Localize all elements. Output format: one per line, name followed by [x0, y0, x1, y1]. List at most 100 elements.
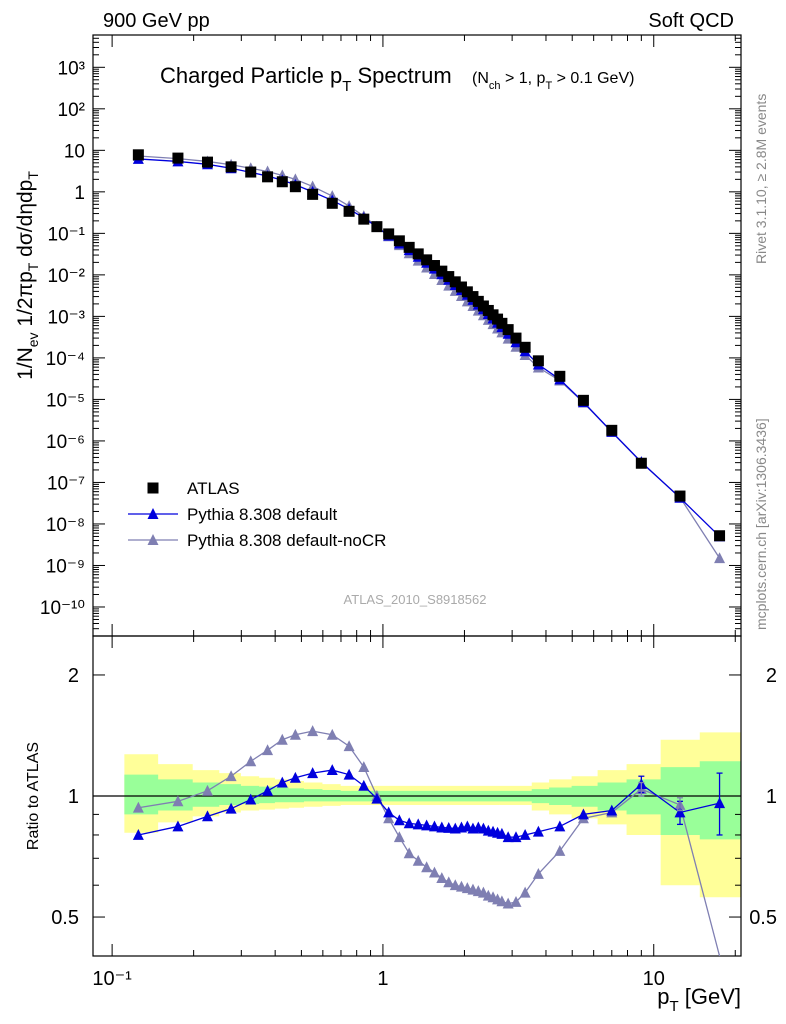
y-tick-label: 10⁻¹⁰	[40, 598, 85, 619]
data-point-atlas	[502, 324, 514, 336]
data-point-nocr	[714, 552, 726, 564]
ratio-point-nocr	[510, 896, 522, 907]
data-point-atlas	[172, 152, 184, 164]
ratio-point-nocr	[172, 795, 184, 807]
legend-marker-default	[147, 508, 159, 519]
ratio-point-default	[262, 784, 274, 796]
green-uncertainty-band	[124, 761, 742, 840]
data-point-atlas	[307, 188, 319, 200]
analysis-watermark: ATLAS_2010_S8918562	[344, 592, 487, 607]
ratio-point-nocr	[502, 897, 514, 909]
ratio-point-nocr	[554, 845, 566, 856]
data-point-atlas	[519, 341, 531, 353]
data-point-atlas	[262, 171, 274, 183]
ratio-point-default	[403, 817, 415, 829]
main-y-axis-label: 1/Nev 1/2πpT dσ/dηdpT	[14, 171, 41, 380]
x-tick-label: 10	[643, 968, 665, 990]
data-point-atlas	[343, 205, 355, 217]
ratio-point-default	[276, 776, 288, 788]
ratio-y-tick-label: 1	[68, 786, 79, 808]
data-point-atlas	[635, 457, 647, 469]
data-point-atlas	[383, 228, 395, 240]
y-tick-label: 1	[74, 183, 85, 204]
data-point-atlas	[577, 394, 589, 406]
ratio-point-default	[358, 779, 370, 791]
x-axis-label: pT [GeV]	[657, 984, 741, 1015]
ratio-point-nocr	[436, 872, 448, 884]
ratio-point-nocr	[289, 728, 301, 740]
y-tick-label: 10³	[58, 58, 85, 79]
ratio-point-nocr	[307, 725, 319, 737]
y-tick-label: 10⁻⁴	[46, 349, 85, 370]
data-point-atlas	[449, 276, 461, 288]
header-right: Soft QCD	[648, 10, 734, 32]
y-tick-label: 10⁻⁷	[47, 473, 85, 494]
ratio-point-default	[289, 771, 301, 783]
data-point-atlas	[510, 332, 522, 344]
chart-title: Charged Particle pT Spectrum	[160, 63, 452, 95]
ratio-point-nocr	[428, 866, 440, 878]
ratio-point-default	[436, 821, 448, 833]
data-point-atlas	[403, 241, 415, 253]
data-point-atlas	[132, 149, 144, 161]
data-point-atlas	[201, 156, 213, 168]
ratio-y-axis-label: Ratio to ATLAS	[25, 742, 42, 850]
ratio-point-nocr	[443, 876, 455, 888]
data-point-atlas	[245, 166, 257, 178]
x-tick-label: 10⁻¹	[92, 968, 132, 990]
y-tick-label: 10⁻⁵	[46, 390, 85, 411]
ratio-point-nocr	[343, 740, 355, 752]
legend-marker-atlas	[147, 482, 159, 494]
data-point-atlas	[276, 176, 288, 188]
ratio-point-default	[502, 831, 514, 843]
ratio-point-default	[307, 767, 319, 779]
ratio-point-default	[326, 764, 338, 776]
data-point-atlas	[455, 281, 467, 293]
ratio-y-tick-label: 2	[68, 665, 79, 687]
ratio-point-default	[245, 793, 257, 805]
data-point-atlas	[358, 213, 370, 225]
ratio-point-nocr	[519, 886, 531, 898]
ratio-point-nocr	[393, 831, 405, 843]
data-point-atlas	[436, 265, 448, 277]
data-point-atlas	[496, 317, 508, 329]
x-tick-label: 1	[377, 968, 388, 990]
ratio-point-nocr	[326, 728, 338, 740]
y-tick-label: 10⁻⁹	[46, 556, 85, 577]
ratio-y-tick-label: 0.5	[51, 907, 79, 929]
ratio-y-tick-label-right: 1	[766, 786, 777, 808]
y-tick-label: 10⁻²	[48, 266, 86, 287]
ratio-point-nocr	[245, 755, 257, 767]
ratio-point-default	[343, 768, 355, 780]
ratio-point-default	[606, 804, 618, 816]
ratio-point-nocr	[403, 847, 415, 859]
ratio-point-nocr	[225, 770, 237, 782]
y-tick-label: 10⁻⁸	[46, 515, 85, 536]
ratio-point-nocr	[532, 867, 544, 879]
data-point-atlas	[554, 370, 566, 382]
data-point-atlas	[443, 271, 455, 283]
ratio-point-default	[577, 808, 589, 820]
ratio-point-default	[383, 806, 395, 818]
ratio-point-default	[532, 825, 544, 837]
ratio-point-nocr	[132, 801, 144, 813]
ratio-point-default	[428, 820, 440, 832]
ratio-y-tick-label-right: 2	[766, 665, 777, 687]
ratio-point-nocr	[412, 854, 424, 866]
ratio-point-nocr	[421, 861, 433, 873]
data-point-atlas	[326, 197, 338, 209]
y-tick-label: 10²	[58, 100, 85, 121]
ratio-point-default	[554, 820, 566, 832]
data-point-atlas	[371, 221, 383, 233]
ratio-point-default	[412, 818, 424, 830]
data-point-atlas	[606, 424, 618, 436]
ratio-point-default	[132, 829, 144, 840]
data-point-atlas	[461, 286, 473, 298]
ratio-point-default	[201, 810, 213, 822]
y-tick-label: 10⁻¹	[48, 224, 86, 245]
chart-title-cuts: (Nch > 1, pT > 0.1 GeV)	[472, 70, 634, 92]
yellow-uncertainty-band	[124, 732, 742, 898]
data-point-atlas	[674, 490, 686, 502]
y-tick-label: 10⁻³	[48, 307, 86, 328]
